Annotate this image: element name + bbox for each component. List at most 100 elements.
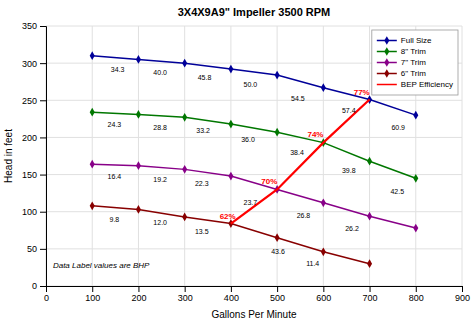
data-label: 60.9 — [391, 124, 405, 131]
x-axis-tick-label: 500 — [270, 293, 285, 303]
data-label: 38.4 — [290, 149, 304, 156]
x-axis-tick-label: 800 — [409, 293, 424, 303]
legend-item: 6" Trim — [377, 69, 426, 78]
data-label: 33.2 — [196, 127, 210, 134]
y-axis-tick: 250 — [22, 96, 46, 106]
series-marker — [367, 157, 372, 166]
series-marker — [136, 110, 141, 119]
legend: Full Size8" Trim7" Trim6" TrimBEP Effici… — [372, 30, 458, 95]
data-label: 24.3 — [108, 121, 122, 128]
data-label: 50.0 — [243, 81, 257, 88]
data-label: 12.0 — [153, 219, 167, 226]
x-axis-tick: 200 — [131, 286, 146, 303]
y-axis-tick: 200 — [22, 133, 46, 143]
y-axis-tick-label: 0 — [32, 281, 37, 291]
y-axis-title: Head in feet — [3, 129, 14, 183]
y-axis-tick: 0 — [32, 281, 46, 291]
data-labels: 34.340.045.850.054.557.460.924.328.833.2… — [108, 66, 406, 268]
x-axis-tick-mark — [416, 286, 417, 292]
series-marker — [275, 128, 280, 137]
data-label: 23.7 — [243, 199, 257, 206]
y-axis-tick-mark — [40, 212, 46, 213]
series-line — [231, 100, 370, 224]
grid-line-x — [92, 26, 93, 286]
legend-label: BEP Efficiency — [401, 80, 453, 89]
data-label: 54.5 — [291, 95, 305, 102]
series-marker — [367, 259, 372, 268]
y-axis-tick-mark — [40, 286, 46, 287]
series-marker — [90, 108, 95, 117]
series-marker — [413, 111, 418, 120]
x-axis-tick-mark — [277, 286, 278, 292]
y-axis: 0 50 100 150 200 250 300 350 — [22, 21, 47, 291]
legend-marker — [384, 69, 389, 78]
x-axis-tick: 600 — [316, 286, 331, 303]
series-line — [92, 56, 416, 115]
series-line — [92, 164, 416, 228]
y-axis-tick: 300 — [22, 59, 46, 69]
x-axis-tick-mark — [462, 286, 463, 292]
y-axis-tick-label: 100 — [22, 207, 37, 217]
legend-label: 8" Trim — [401, 47, 426, 56]
x-axis-tick-mark — [185, 286, 186, 292]
data-label: 42.5 — [390, 188, 404, 195]
x-axis-tick-label: 600 — [316, 293, 331, 303]
series — [90, 51, 419, 119]
grid-line-y — [46, 26, 462, 27]
x-axis-tick: 900 — [455, 286, 470, 303]
legend-item: Full Size — [377, 36, 432, 45]
x-axis-tick-label: 900 — [455, 293, 470, 303]
series — [90, 160, 419, 233]
series-marker — [275, 233, 280, 242]
series-marker — [90, 51, 95, 60]
series — [90, 201, 372, 268]
series-marker — [182, 165, 187, 174]
data-label: 9.8 — [110, 216, 120, 223]
y-axis-tick: 100 — [22, 207, 46, 217]
x-axis-tick: 700 — [363, 286, 378, 303]
legend-label: 6" Trim — [401, 69, 426, 78]
series-marker — [321, 198, 326, 207]
y-axis-tick-mark — [40, 137, 46, 138]
series — [231, 100, 370, 224]
data-label: 40.0 — [153, 69, 167, 76]
y-axis-tick-label: 300 — [22, 59, 37, 69]
y-axis-tick: 50 — [27, 244, 46, 254]
grid-line-x — [323, 26, 324, 286]
grid-line-y — [46, 100, 462, 101]
series-line — [92, 112, 416, 178]
grid-line-x — [369, 26, 370, 286]
title: 3X4X9A9" Impeller 3500 RPM — [178, 6, 331, 18]
x-axis-tick-mark — [370, 286, 371, 292]
x-axis-tick-mark — [231, 286, 232, 292]
grid-line-y — [46, 211, 462, 212]
y-axis-tick-label: 250 — [22, 96, 37, 106]
y-axis-tick-mark — [40, 100, 46, 101]
series-marker — [228, 120, 233, 129]
legend-marker — [384, 36, 389, 45]
data-label: 11.4 — [306, 260, 319, 267]
x-axis-tick-mark — [92, 286, 93, 292]
y-axis-tick-mark — [40, 63, 46, 64]
data-label: 26.2 — [345, 225, 359, 232]
series-marker — [182, 213, 187, 222]
legend-item: 8" Trim — [377, 47, 426, 56]
legend-swatch — [377, 84, 397, 86]
x-axis-title: Gallons Per Minute — [211, 309, 296, 320]
data-label: 62% — [220, 212, 236, 221]
series-marker — [90, 160, 95, 169]
series-marker — [136, 55, 141, 64]
legend-box — [372, 30, 458, 95]
y-axis-tick-label: 50 — [27, 244, 37, 254]
x-axis-tick: 400 — [224, 286, 239, 303]
series-marker — [413, 224, 418, 233]
y-axis-tick: 350 — [22, 21, 46, 31]
data-label: 34.3 — [111, 66, 125, 73]
x-axis-tick: 500 — [270, 286, 285, 303]
x-axis-tick-label: 300 — [178, 293, 193, 303]
y-axis-line — [40, 27, 47, 287]
series-line — [92, 206, 369, 264]
series-marker — [136, 161, 141, 170]
y-axis-tick: 150 — [22, 170, 46, 180]
data-label: 22.3 — [195, 180, 209, 187]
